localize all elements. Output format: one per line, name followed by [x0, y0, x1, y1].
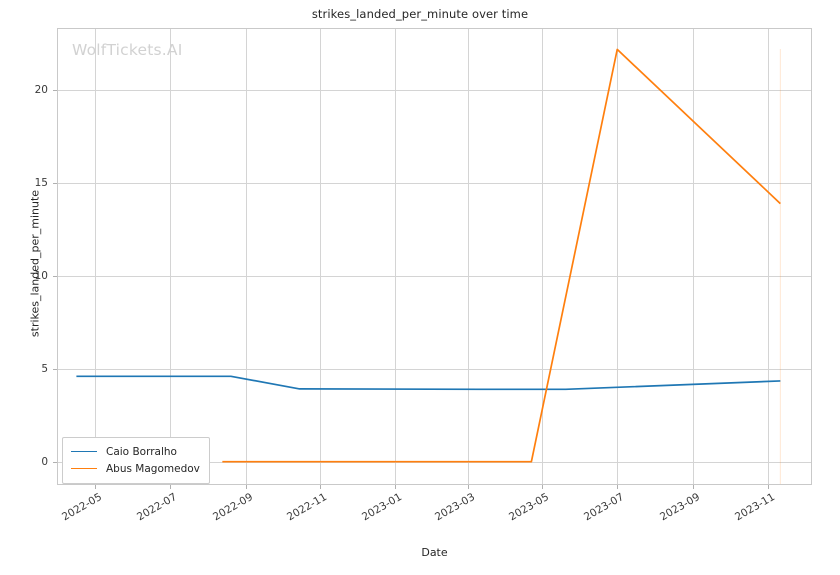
- gridline-horizontal: [58, 90, 811, 91]
- gridline-vertical: [170, 29, 171, 484]
- x-tick-mark: [245, 485, 247, 489]
- x-tick-mark: [320, 485, 322, 489]
- y-tick-label: 5: [41, 362, 48, 375]
- x-tick-mark: [94, 485, 96, 489]
- gridline-vertical: [468, 29, 469, 484]
- x-tick-label: 2023-05: [507, 491, 552, 524]
- x-axis-label: Date: [421, 546, 448, 559]
- chart-title: strikes_landed_per_minute over time: [311, 7, 529, 21]
- x-tick-label: 2023-01: [360, 491, 405, 524]
- series-line-0: [76, 375, 781, 391]
- gridline-vertical: [617, 29, 618, 484]
- x-tick-label: 2022-09: [210, 491, 255, 524]
- gridline-vertical: [395, 29, 396, 484]
- legend-item[interactable]: Abus Magomedov: [71, 460, 200, 477]
- y-tick-mark: [53, 276, 57, 277]
- plot-area: WolfTickets.AI: [57, 28, 812, 485]
- gridline-vertical: [320, 29, 321, 484]
- gridline-vertical: [693, 29, 694, 484]
- x-tick-mark: [395, 485, 397, 489]
- y-tick-label: 20: [34, 84, 48, 97]
- y-tick-label: 15: [34, 177, 48, 190]
- x-tick-mark: [768, 485, 770, 489]
- y-axis-tick-labels: 0 5 10 15 20: [0, 28, 48, 485]
- legend-label: Abus Magomedov: [106, 462, 200, 475]
- x-tick-mark: [169, 485, 171, 489]
- x-tick-label: 2023-07: [582, 491, 627, 524]
- gridline-horizontal: [58, 369, 811, 370]
- x-tick-label: 2022-11: [285, 491, 330, 524]
- x-tick-mark: [467, 485, 469, 489]
- x-tick-label: 2023-09: [658, 491, 703, 524]
- y-tick-mark: [53, 90, 57, 92]
- legend-item[interactable]: Caio Borralho: [71, 443, 200, 460]
- gridline-vertical: [768, 29, 769, 484]
- y-tick-label: 10: [34, 270, 48, 282]
- gridline-vertical: [95, 29, 96, 484]
- gridline-horizontal: [58, 183, 811, 184]
- gridline-horizontal: [58, 276, 811, 277]
- chart-legend[interactable]: Caio Borralho Abus Magomedov: [62, 437, 210, 484]
- x-tick-label: 2022-07: [134, 491, 179, 524]
- x-tick-mark: [617, 485, 619, 489]
- x-axis-tick-labels: 2022-05 2022-07 2022-09 2022-11 2023-01 2023-…: [57, 485, 812, 545]
- legend-label: Caio Borralho: [106, 445, 177, 458]
- gridline-vertical: [542, 29, 543, 484]
- x-tick-mark: [542, 485, 544, 489]
- legend-color-swatch: [71, 468, 97, 469]
- legend-color-swatch: [71, 451, 97, 452]
- y-tick-mark: [53, 461, 57, 463]
- y-tick-label: 0: [41, 455, 48, 468]
- y-tick-mark: [53, 368, 57, 370]
- series-lines: [76, 48, 781, 484]
- y-tick-mark: [53, 183, 57, 185]
- x-tick-label: 2023-11: [733, 491, 778, 524]
- x-tick-label: 2022-05: [59, 491, 104, 524]
- gridline-vertical: [246, 29, 247, 484]
- x-tick-mark: [693, 485, 695, 489]
- series-line-1: [222, 48, 781, 463]
- x-tick-label: 2023-03: [432, 491, 477, 524]
